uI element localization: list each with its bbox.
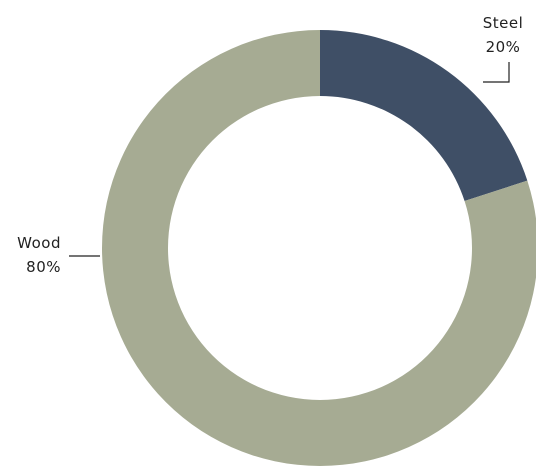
- slice-steel: [320, 30, 528, 202]
- donut-slices: [102, 30, 536, 466]
- leader-line-steel: [483, 62, 510, 83]
- label-name-steel: Steel: [483, 14, 524, 32]
- label-value-steel: 20%: [486, 38, 521, 56]
- slice-wood: [102, 30, 536, 466]
- label-name-wood: Wood: [17, 234, 61, 252]
- slice-labels: Steel 20% Wood 80%: [17, 14, 523, 276]
- label-value-wood: 80%: [26, 258, 61, 276]
